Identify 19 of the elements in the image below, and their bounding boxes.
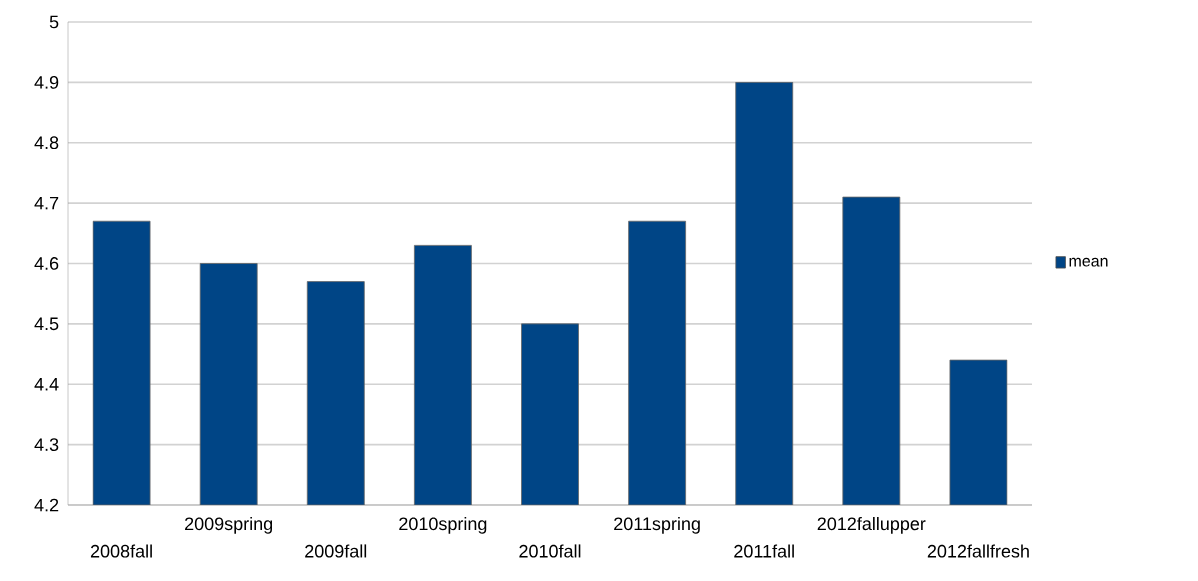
legend-label: mean: [1069, 257, 1108, 267]
y-tick-label: 4.2: [34, 498, 59, 512]
y-tick-label: 4.6: [34, 257, 59, 270]
x-tick-label: 2010fall: [519, 544, 581, 558]
y-tick-label: 4.5: [34, 317, 59, 331]
x-tick-label: 2009spring: [185, 516, 273, 534]
y-tick-label: 4.9: [34, 76, 59, 89]
y-tick-label: 4.8: [34, 136, 59, 150]
x-tick-label: 2011fall: [734, 544, 794, 558]
x-tick-label: 2009fall: [305, 544, 367, 558]
x-tick-label: 2012fallupper: [817, 516, 926, 534]
y-tick-label: 4.4: [34, 378, 59, 391]
y-tick-label: 5: [49, 15, 59, 29]
y-tick-label: 4.3: [34, 438, 59, 451]
x-tick-label: 2010spring: [399, 516, 487, 534]
x-tick-label: 2011spring: [614, 516, 700, 534]
y-tick-label: 4.7: [34, 196, 59, 210]
x-tick-label: 2012fallfresh: [927, 544, 1029, 558]
x-tick-label: 2008fall: [90, 544, 152, 558]
